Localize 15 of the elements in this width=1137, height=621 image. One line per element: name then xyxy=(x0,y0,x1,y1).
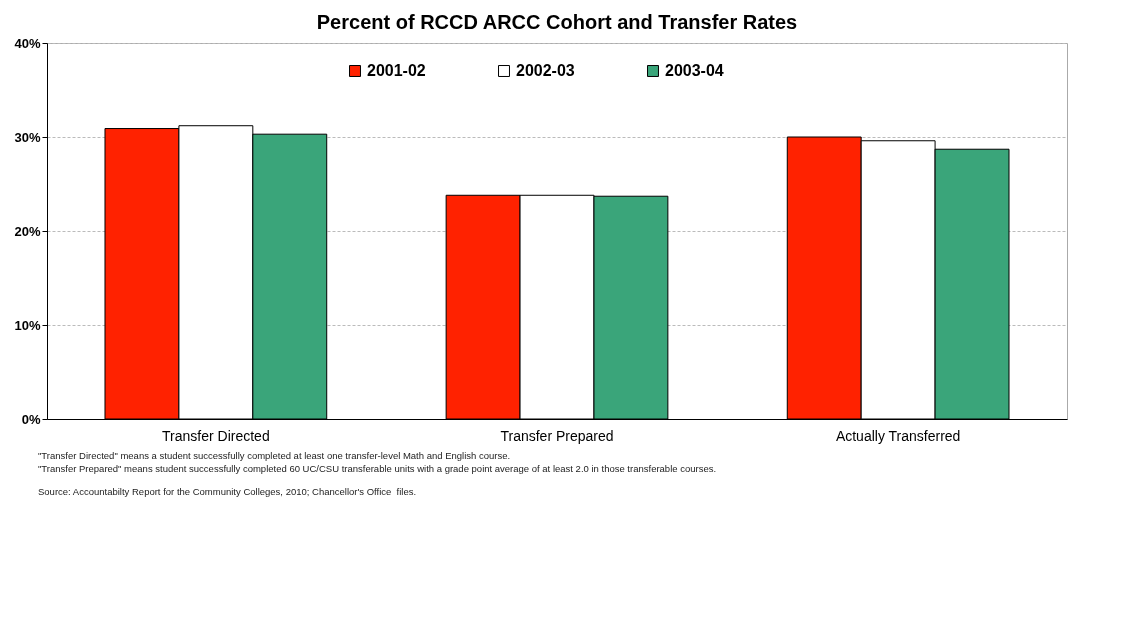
legend-label: 2003-04 xyxy=(665,62,724,79)
legend-label: 2002-03 xyxy=(516,62,575,79)
y-tick-label: 20% xyxy=(14,223,41,239)
text: "Transfer Prepared" means student successfully completed 60 UC/CSU transferable units with a grade point average of at least 2.0 in those transferable courses. xyxy=(38,463,718,474)
y-tick-label: 10% xyxy=(14,317,41,333)
source-note: Source: Accountabilty Report for the Community Colleges, 2010; Chancellor's Office files. xyxy=(38,486,418,497)
y-tick-label: 30% xyxy=(14,129,41,145)
y-tick-label: 40% xyxy=(14,35,41,51)
x-tick-label: Actually Transferred xyxy=(835,427,961,444)
text: "Transfer Directed" means a student successfully completed at least one transfer-level Math and English course. xyxy=(38,450,512,461)
x-tick-label: Transfer Prepared xyxy=(500,427,614,444)
y-tick-label: 0% xyxy=(21,411,41,427)
chart-title: Percent of RCCD ARCC Cohort and Transfer Rates xyxy=(316,11,798,33)
legend-label: 2001-02 xyxy=(367,62,426,79)
x-tick-label: Transfer Directed xyxy=(162,427,270,444)
